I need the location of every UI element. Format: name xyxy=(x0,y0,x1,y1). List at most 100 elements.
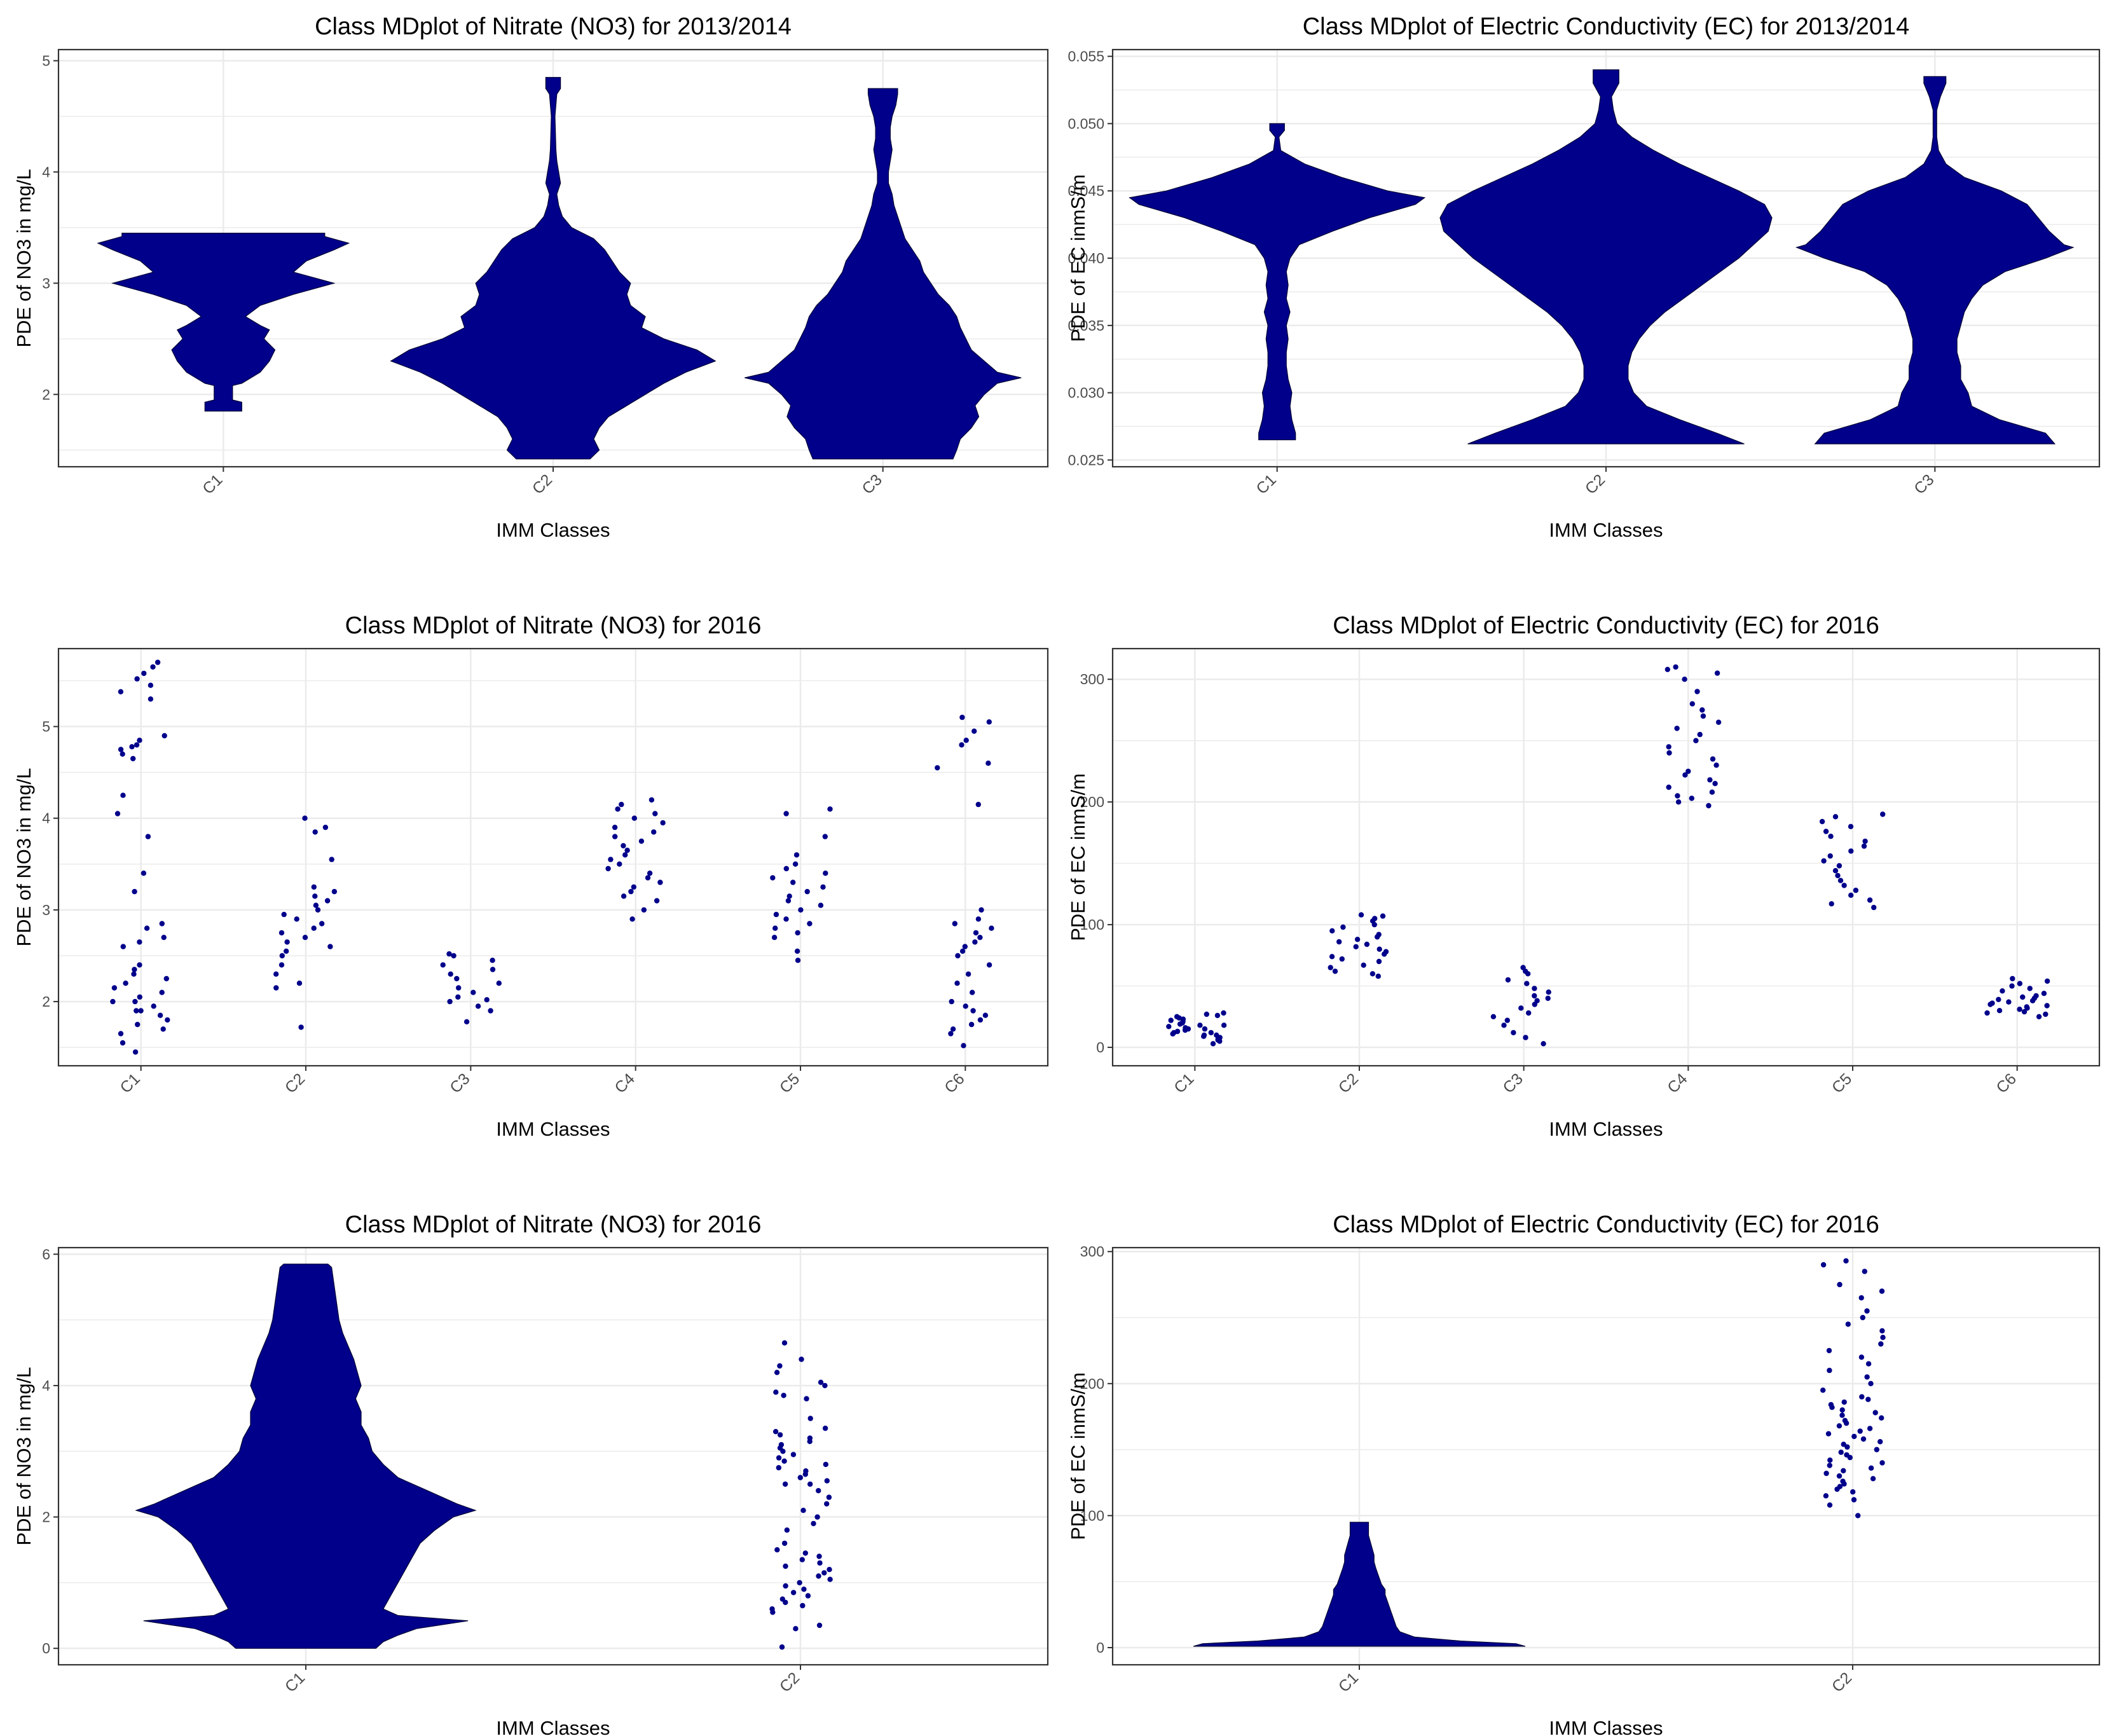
panel-border xyxy=(1111,1246,2101,1666)
y-tick-label: 0.040 xyxy=(1067,250,1104,266)
data-point-c4 xyxy=(612,834,618,839)
data-point-c5 xyxy=(1848,848,1854,854)
data-point-c5 xyxy=(1832,868,1839,874)
data-point-c4 xyxy=(1689,701,1695,707)
data-point-c6 xyxy=(962,944,968,949)
data-point-c6 xyxy=(965,971,971,977)
data-point-c2 xyxy=(777,1363,783,1369)
data-point-c4 xyxy=(1685,768,1691,775)
violin-c1 xyxy=(1193,1522,1526,1647)
data-point-c5 xyxy=(786,893,792,899)
data-point-c4 xyxy=(1689,796,1694,801)
data-point-c5 xyxy=(792,861,799,867)
data-point-c2 xyxy=(1364,941,1370,947)
data-point-c6 xyxy=(2010,975,2015,982)
data-point-c6 xyxy=(977,1017,984,1023)
data-point-c6 xyxy=(2006,999,2012,1005)
data-point-c2 xyxy=(784,1527,790,1533)
data-point-c2 xyxy=(801,1587,807,1592)
data-point-c3 xyxy=(454,975,460,982)
data-point-c6 xyxy=(2020,994,2026,1000)
data-point-c2 xyxy=(284,939,290,945)
data-point-c4 xyxy=(631,815,637,821)
data-point-c5 xyxy=(790,879,796,885)
data-point-c1 xyxy=(159,989,165,995)
data-point-c2 xyxy=(783,1583,788,1589)
data-point-c3 xyxy=(484,997,490,1003)
data-point-c2 xyxy=(1879,1328,1885,1333)
data-point-c2 xyxy=(826,1494,832,1500)
data-point-c6 xyxy=(955,953,961,959)
x-tick-label-c2: C2 xyxy=(529,471,556,497)
data-point-c6 xyxy=(950,1026,956,1032)
data-point-c2 xyxy=(781,1340,788,1346)
data-point-c2 xyxy=(781,1540,788,1547)
data-point-c5 xyxy=(795,958,801,963)
data-point-c2 xyxy=(1845,1321,1851,1327)
data-point-c4 xyxy=(619,801,624,808)
data-point-c2 xyxy=(790,1590,797,1595)
data-point-c2 xyxy=(803,1468,809,1474)
data-point-c2 xyxy=(779,1596,786,1602)
data-point-c5 xyxy=(793,852,800,858)
data-point-c2 xyxy=(1828,1402,1834,1408)
data-point-c6 xyxy=(954,981,960,986)
data-point-c2 xyxy=(331,888,338,895)
y-axis-label: PDE of EC inmS/m xyxy=(1067,773,1089,941)
data-point-c3 xyxy=(1505,977,1511,983)
data-point-c2 xyxy=(778,1442,785,1448)
x-tick-label-c2: C2 xyxy=(1335,1070,1362,1096)
data-point-c5 xyxy=(785,898,792,904)
y-tick-label: 0.050 xyxy=(1067,115,1104,132)
data-point-c1 xyxy=(134,1008,139,1014)
data-point-c4 xyxy=(621,843,626,849)
data-point-c1 xyxy=(165,1017,170,1023)
data-point-c2 xyxy=(1826,1347,1832,1354)
data-point-c6 xyxy=(973,930,979,936)
violin-c3 xyxy=(1795,76,2075,444)
x-tick-label-c2: C2 xyxy=(282,1070,308,1096)
data-point-c2 xyxy=(313,902,319,908)
data-point-c5 xyxy=(770,875,776,881)
data-point-c4 xyxy=(1713,762,1719,768)
data-point-c3 xyxy=(1545,995,1551,1002)
data-point-c2 xyxy=(1836,1473,1843,1479)
data-point-c3 xyxy=(451,953,456,959)
data-point-c4 xyxy=(621,893,627,899)
data-point-c2 xyxy=(302,815,308,821)
data-point-c6 xyxy=(986,719,992,725)
data-point-c3 xyxy=(1518,1005,1524,1011)
data-point-c2 xyxy=(1879,1288,1885,1294)
y-tick-label: 2 xyxy=(42,386,50,403)
data-point-c6 xyxy=(1996,1008,2003,1014)
data-point-c1 xyxy=(120,944,126,949)
x-tick-label-c5: C5 xyxy=(1829,1070,1855,1096)
data-point-c3 xyxy=(490,958,495,963)
y-tick-label: 100 xyxy=(1080,916,1104,933)
data-point-c2 xyxy=(1827,1367,1832,1374)
violin-c3 xyxy=(745,88,1022,460)
data-point-c2 xyxy=(1877,1439,1883,1445)
data-point-c2 xyxy=(1825,1431,1832,1436)
data-point-c2 xyxy=(804,1396,809,1402)
data-point-c2 xyxy=(1878,1341,1884,1347)
data-point-c4 xyxy=(1709,789,1715,795)
data-point-c1 xyxy=(137,738,142,743)
panel-nitrate-2013-2014: 2 3 4 5 C1 C2 C3 Class MDplot of Nitrate (NO3) … xyxy=(13,13,1049,541)
data-point-c2 xyxy=(797,1475,804,1480)
data-point-c1 xyxy=(1221,1010,1226,1016)
data-point-c4 xyxy=(605,865,611,872)
data-point-c1 xyxy=(1201,1032,1207,1038)
data-point-c2 xyxy=(1839,1412,1845,1418)
y-tick-label: 0 xyxy=(42,1640,50,1657)
data-point-c1 xyxy=(1168,1017,1174,1023)
y-tick-label: 300 xyxy=(1080,671,1104,687)
data-point-c5 xyxy=(807,921,813,927)
x-tick-label-c1: C1 xyxy=(1253,471,1280,497)
y-tick-label: 0 xyxy=(1096,1639,1104,1656)
data-point-c5 xyxy=(1829,901,1834,907)
data-point-c5 xyxy=(804,888,810,895)
data-point-c4 xyxy=(649,797,655,803)
data-point-c2 xyxy=(800,1602,806,1609)
data-point-c1 xyxy=(141,871,147,876)
